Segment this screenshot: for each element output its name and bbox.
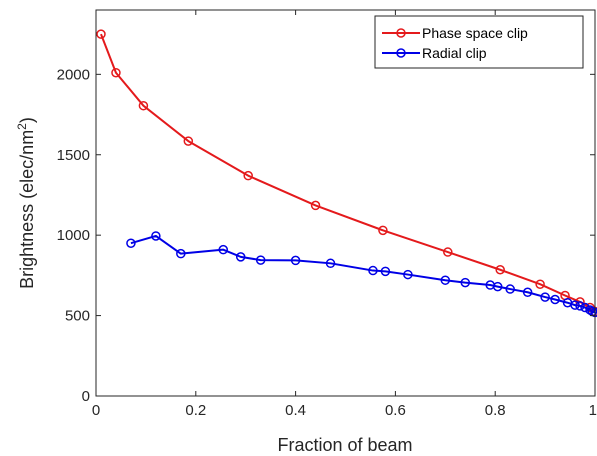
data-point-radial-clip	[522, 287, 533, 298]
legend-marker-radial-clip	[396, 48, 406, 58]
data-point-radial-clip	[550, 294, 560, 305]
x-axis-title: Fraction of beam	[277, 435, 412, 455]
data-point-phase-space-clip	[183, 136, 194, 146]
data-point-phase-space-clip	[96, 29, 106, 39]
x-tick-label: 0.6	[385, 402, 406, 419]
data-point-phase-space-clip	[443, 247, 453, 257]
data-point-phase-space-clip	[243, 170, 253, 181]
plot-area	[96, 10, 595, 396]
data-point-radial-clip	[380, 266, 391, 277]
data-point-radial-clip	[570, 300, 580, 310]
data-point-phase-space-clip	[495, 265, 505, 275]
y-axis-title: Brightness (elec/nm2)	[15, 117, 37, 289]
data-point-radial-clip	[151, 231, 161, 241]
data-point-radial-clip	[492, 281, 503, 292]
y-tick-label: 0	[82, 388, 90, 405]
data-point-radial-clip	[126, 238, 136, 248]
data-point-radial-clip	[235, 252, 246, 262]
data-point-radial-clip	[505, 284, 515, 294]
data-point-radial-clip	[575, 301, 585, 311]
x-tick-label: 1	[589, 402, 597, 419]
legend-marker-phase-space-clip	[396, 28, 406, 38]
data-point-radial-clip	[540, 292, 550, 302]
x-tick-label: 0.2	[185, 402, 206, 419]
legend-label-phase-space-clip: Phase space clip	[422, 25, 528, 41]
y-axis-title-main: Brightness (elec/nm	[17, 130, 37, 289]
legend-label-radial-clip: Radial clip	[422, 45, 487, 61]
series-line-phase-space-clip	[100, 33, 596, 313]
legend-box	[374, 15, 584, 69]
data-point-radial-clip	[290, 255, 301, 266]
data-point-phase-space-clip	[111, 67, 121, 78]
data-point-phase-space-clip	[138, 100, 149, 111]
data-point-radial-clip	[325, 258, 336, 269]
x-tick-label: 0	[92, 402, 100, 419]
y-tick-label: 2000	[57, 66, 90, 83]
axes-layer: 0 0.2 0.4 0.6 0.8 1 0 500 1000 1500 2000	[57, 9, 597, 419]
data-point-phase-space-clip	[535, 279, 545, 289]
x-tick-label: 0.8	[485, 402, 506, 419]
data-point-radial-clip	[460, 277, 471, 288]
y-tick-label: 1000	[57, 227, 90, 244]
data-point-radial-clip	[255, 255, 266, 265]
data-point-phase-space-clip	[310, 200, 321, 211]
series-layer	[96, 29, 597, 318]
legend: Phase space clip Radial clip	[374, 15, 584, 69]
data-point-radial-clip	[403, 269, 413, 280]
data-point-radial-clip	[176, 248, 186, 259]
x-tick-label: 0.4	[285, 402, 306, 419]
y-tick-label: 500	[65, 308, 90, 325]
y-axis-title-close: )	[17, 117, 37, 123]
y-tick-label: 1500	[57, 147, 90, 164]
axes-box	[95, 9, 596, 397]
data-point-radial-clip	[218, 244, 228, 255]
y-axis-title-sup: 2	[15, 123, 29, 130]
data-point-radial-clip	[440, 275, 451, 285]
data-point-radial-clip	[368, 265, 378, 276]
data-point-phase-space-clip	[378, 225, 388, 236]
data-point-radial-clip	[580, 302, 590, 313]
